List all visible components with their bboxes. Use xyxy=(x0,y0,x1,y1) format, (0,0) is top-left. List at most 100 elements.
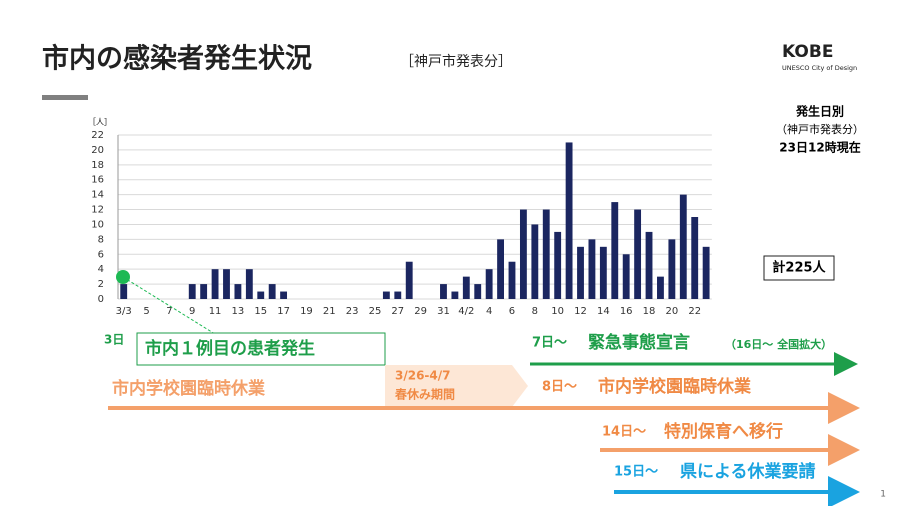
y-tick-label: 20 xyxy=(91,145,104,156)
bar xyxy=(234,284,242,299)
bar xyxy=(519,209,527,299)
total: 計225人 xyxy=(772,260,826,276)
logo-sub: UNESCO City of Design xyxy=(782,64,857,72)
y-tick-label: 12 xyxy=(91,205,104,216)
x-tick-label: 8 xyxy=(532,306,538,317)
bar xyxy=(497,239,504,299)
bar xyxy=(565,142,573,299)
first-case-box xyxy=(136,332,386,366)
y-tick-label: 6 xyxy=(98,249,104,260)
bar xyxy=(268,284,276,299)
bar xyxy=(200,284,208,299)
bar xyxy=(542,209,550,299)
annotation: 市内学校園臨時休業 xyxy=(598,376,751,397)
x-tick-label: 7 xyxy=(166,306,172,317)
x-tick-label: 13 xyxy=(232,306,245,317)
annotation: 7日～ xyxy=(532,336,567,351)
annotation: 8日～ xyxy=(542,380,577,395)
annotation: （16日～ 全国拡大） xyxy=(725,337,832,351)
subtitle: ［神戸市発表分］ xyxy=(400,53,512,70)
x-tick-label: 29 xyxy=(414,306,427,317)
bar xyxy=(245,269,253,299)
x-tick-label: 9 xyxy=(189,306,195,317)
bar xyxy=(211,269,219,299)
title: 市内の感染者発生状況 xyxy=(42,43,312,75)
note: 発生日別 xyxy=(795,104,844,119)
note: 23日12時現在 xyxy=(779,140,860,155)
bar xyxy=(440,284,447,299)
y-tick-label: 14 xyxy=(91,190,104,201)
annotation: 市内学校園臨時休業 xyxy=(112,378,265,399)
bar xyxy=(462,276,470,299)
y-tick-label: 2 xyxy=(98,279,104,290)
bar xyxy=(679,194,687,299)
annotation: 緊急事態宣言 xyxy=(588,332,690,353)
accent-bar xyxy=(42,95,88,100)
x-tick-label: 19 xyxy=(300,306,313,317)
x-tick-label: 25 xyxy=(369,306,382,317)
annotation: 3日 xyxy=(104,333,124,347)
annotation: 春休み期間 xyxy=(394,387,455,402)
bar xyxy=(702,246,710,299)
x-tick-label: 3/3 xyxy=(116,306,132,317)
bar xyxy=(599,246,607,299)
spring-box xyxy=(385,365,528,407)
x-tick-label: 4/2 xyxy=(458,306,474,317)
bar xyxy=(531,224,539,299)
page-number: 1 xyxy=(880,490,886,500)
bar xyxy=(554,231,562,299)
x-tick-label: 5 xyxy=(143,306,149,317)
annotation: 15日～ xyxy=(614,465,658,480)
x-tick-label: 20 xyxy=(666,306,679,317)
bar xyxy=(382,291,390,299)
y-tick-label: 10 xyxy=(91,219,104,230)
y-tick-label: 0 xyxy=(98,294,104,305)
x-tick-label: 31 xyxy=(437,306,450,317)
bar xyxy=(257,291,265,299)
x-tick-label: 11 xyxy=(209,306,222,317)
bar xyxy=(611,202,619,299)
x-tick-label: 10 xyxy=(551,306,564,317)
x-tick-label: 14 xyxy=(597,306,610,317)
bar xyxy=(588,239,596,299)
annotation: 市内１例目の患者発生 xyxy=(145,338,315,359)
bar xyxy=(485,269,493,299)
bar xyxy=(668,239,676,299)
x-tick-label: 23 xyxy=(346,306,359,317)
bar xyxy=(394,291,402,299)
y-axis-label: ［人］ xyxy=(88,118,112,127)
y-tick-label: 8 xyxy=(98,234,104,245)
bar xyxy=(657,276,664,299)
x-tick-label: 18 xyxy=(643,306,656,317)
x-tick-label: 6 xyxy=(509,306,515,317)
y-tick-label: 16 xyxy=(91,175,104,186)
x-tick-label: 4 xyxy=(486,306,492,317)
bar xyxy=(645,231,653,299)
x-tick-label: 27 xyxy=(391,306,404,317)
x-tick-label: 15 xyxy=(254,306,267,317)
bar xyxy=(451,291,459,299)
total-box xyxy=(763,255,835,281)
bar xyxy=(634,209,642,299)
bar xyxy=(120,284,128,299)
annotation: 3/26-4/7 xyxy=(395,369,451,383)
bar xyxy=(577,246,584,299)
bar xyxy=(691,217,699,299)
bar xyxy=(474,284,482,299)
x-tick-label: 22 xyxy=(688,306,701,317)
bar xyxy=(188,284,196,299)
y-tick-label: 22 xyxy=(91,130,104,141)
plot: 0 2 4 6 8 10 12 14 16 18 20 22 3/3 5 7 9 11 13 15 17 19 21 23 2… xyxy=(91,130,712,317)
bar xyxy=(622,254,630,299)
x-tick-label: 12 xyxy=(574,306,587,317)
bar xyxy=(280,291,288,299)
bar xyxy=(508,261,516,299)
connector xyxy=(122,276,216,335)
annotation: 特別保育へ移行 xyxy=(664,421,783,442)
logo: KOBE xyxy=(782,42,833,62)
y-tick-label: 18 xyxy=(91,160,104,171)
y-tick-label: 4 xyxy=(98,264,104,275)
annotation: 14日～ xyxy=(602,425,646,440)
x-tick-label: 16 xyxy=(620,306,633,317)
